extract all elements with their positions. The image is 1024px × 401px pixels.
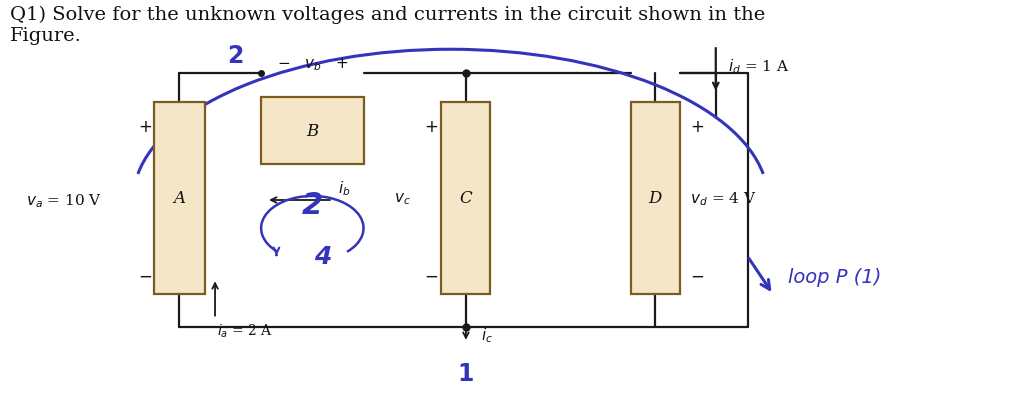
Text: $v_a$ = 10 V: $v_a$ = 10 V xyxy=(26,192,101,209)
Text: A: A xyxy=(173,190,185,207)
Text: $i_c$: $i_c$ xyxy=(481,326,494,344)
Text: 2: 2 xyxy=(227,44,244,68)
Text: 2: 2 xyxy=(302,190,323,219)
Text: $-$: $-$ xyxy=(424,266,438,284)
Text: $-$   $v_b$   $+$: $-$ $v_b$ $+$ xyxy=(276,56,348,73)
Text: $-$: $-$ xyxy=(690,266,705,284)
Text: 1: 1 xyxy=(458,361,474,385)
Text: $i_a$ = 2 A: $i_a$ = 2 A xyxy=(217,322,273,340)
Text: C: C xyxy=(460,190,472,207)
Bar xyxy=(631,102,680,295)
Text: D: D xyxy=(648,190,663,207)
Text: loop P (1): loop P (1) xyxy=(788,267,882,286)
Text: +: + xyxy=(138,117,153,135)
Text: $-$: $-$ xyxy=(138,266,153,284)
Text: $v_c$: $v_c$ xyxy=(394,190,411,207)
Text: +: + xyxy=(424,117,438,135)
Text: B: B xyxy=(306,123,318,140)
Text: $v_d$ = 4 V: $v_d$ = 4 V xyxy=(690,190,757,207)
Bar xyxy=(441,102,490,295)
Text: +: + xyxy=(690,117,705,135)
Text: 4: 4 xyxy=(314,245,331,269)
Text: $i_d$ = 1 A: $i_d$ = 1 A xyxy=(728,57,790,75)
Text: $i_b$: $i_b$ xyxy=(338,179,350,198)
Bar xyxy=(261,98,364,164)
Text: Q1) Solve for the unknown voltages and currents in the circuit shown in the
Figu: Q1) Solve for the unknown voltages and c… xyxy=(10,6,766,45)
Bar xyxy=(154,102,205,295)
